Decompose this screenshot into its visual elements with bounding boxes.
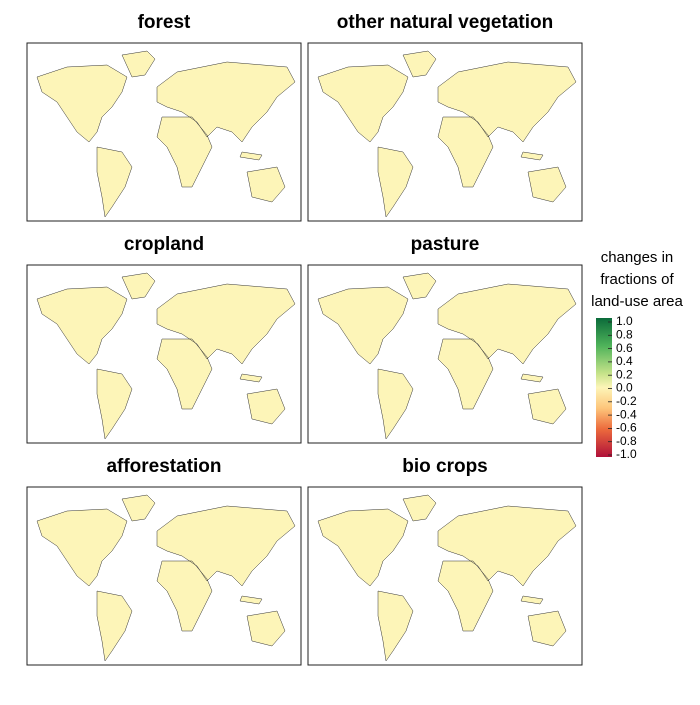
map-panel bbox=[307, 486, 583, 666]
colorbar-tick-label: -0.6 bbox=[616, 421, 637, 435]
colorbar-tick-label: 1.0 bbox=[616, 314, 633, 328]
colorbar-tick-label: 0.6 bbox=[616, 341, 633, 355]
map-panel bbox=[26, 486, 302, 666]
colorbar-tick-label: 0.8 bbox=[616, 327, 633, 341]
map-panel bbox=[307, 264, 583, 444]
panel-title: forest bbox=[138, 12, 191, 33]
colorbar-tick-label: -0.4 bbox=[616, 407, 637, 421]
legend-title: changes in bbox=[601, 249, 674, 266]
panel-title: other natural vegetation bbox=[337, 12, 553, 33]
colorbar-tick-label: 0.4 bbox=[616, 354, 633, 368]
colorbar-tick-label: -0.8 bbox=[616, 434, 637, 448]
colorbar-tick-label: 0.2 bbox=[616, 367, 633, 381]
panel-grid bbox=[26, 42, 583, 666]
colorbar-tick-label: -1.0 bbox=[616, 447, 637, 461]
panel-title: afforestation bbox=[106, 456, 221, 477]
legend-title: land-use area bbox=[591, 293, 683, 310]
panel-title: pasture bbox=[411, 234, 480, 255]
legend-title: fractions of bbox=[600, 271, 674, 288]
panel-title: bio crops bbox=[402, 456, 488, 477]
colorbar-tick-label: 0.0 bbox=[616, 381, 633, 395]
colorbar-tick-label: -0.2 bbox=[616, 394, 637, 408]
map-panel bbox=[26, 42, 302, 222]
colorbar bbox=[596, 318, 612, 457]
panel-title: cropland bbox=[124, 234, 204, 255]
map-panel bbox=[307, 42, 583, 222]
map-panel bbox=[26, 264, 302, 444]
